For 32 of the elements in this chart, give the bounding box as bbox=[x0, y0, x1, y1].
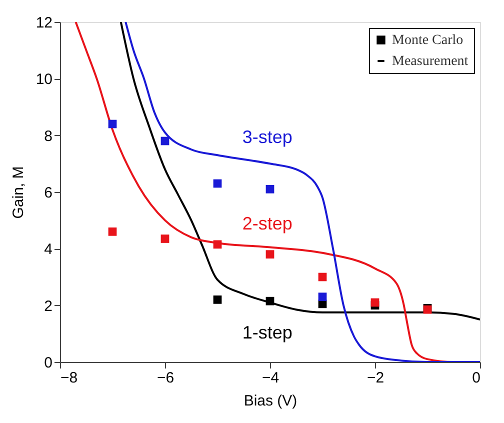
point bbox=[213, 240, 222, 249]
point bbox=[160, 136, 170, 146]
x-tick-label: −6 bbox=[156, 370, 174, 386]
x-tick-label: −2 bbox=[366, 370, 384, 386]
point bbox=[318, 292, 327, 302]
point bbox=[266, 250, 274, 259]
annotation: Measurement bbox=[392, 54, 468, 69]
y-axis-title: Gain, M bbox=[10, 166, 27, 219]
legend-label: Monte Carlo bbox=[392, 33, 464, 48]
point bbox=[213, 295, 222, 304]
y-tick-label: 12 bbox=[36, 14, 52, 32]
y-tick-label: 0 bbox=[44, 354, 52, 372]
point bbox=[318, 272, 327, 282]
series-label: 3-step bbox=[242, 127, 292, 148]
point bbox=[108, 227, 117, 236]
y-tick-label: 6 bbox=[44, 184, 52, 202]
x-tick-label: −8 bbox=[60, 370, 78, 386]
series-label: 1-step bbox=[242, 322, 292, 343]
y-tick-label: 2 bbox=[44, 298, 52, 315]
y-tick-label: 4 bbox=[44, 241, 52, 258]
point bbox=[160, 234, 170, 243]
x-tick-label: 0 bbox=[472, 370, 480, 386]
point bbox=[266, 296, 274, 306]
point bbox=[266, 184, 274, 194]
point bbox=[370, 298, 380, 307]
x-tick-label: −4 bbox=[262, 370, 280, 386]
point bbox=[108, 120, 117, 128]
y-tick-label: 10 bbox=[36, 71, 52, 88]
point bbox=[213, 179, 222, 188]
y-tick-label: 8 bbox=[44, 128, 52, 145]
series-label: 2-step bbox=[242, 214, 292, 234]
x-axis-title: Bias (V) bbox=[244, 392, 298, 410]
